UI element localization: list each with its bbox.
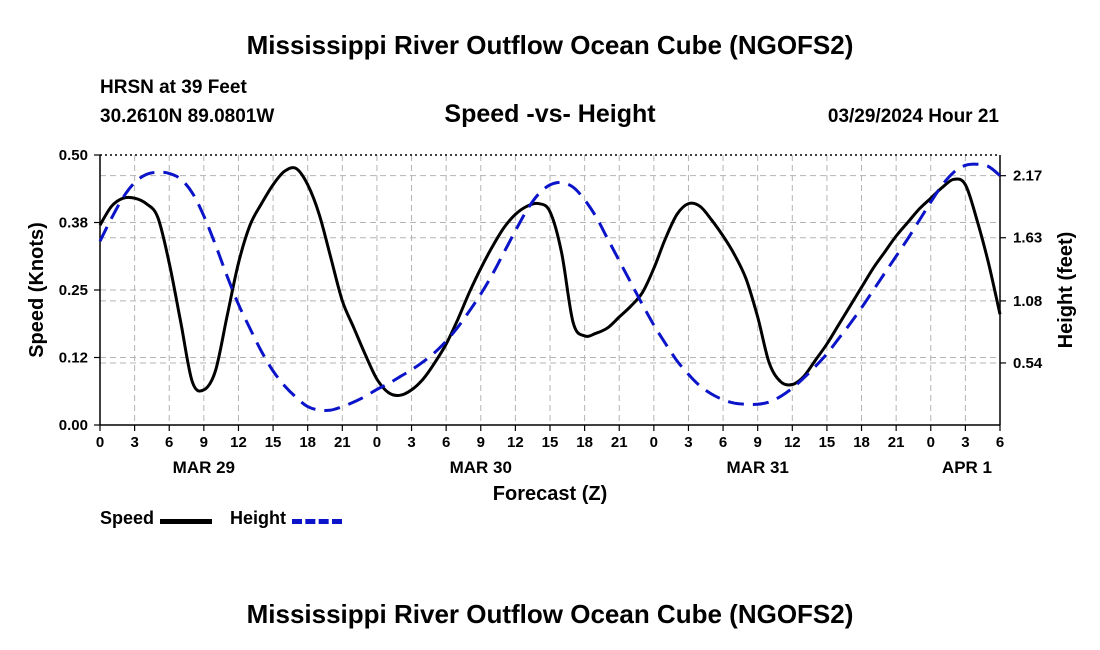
x-tick-label: 3: [130, 434, 138, 451]
x-tick-label: 6: [442, 434, 450, 451]
x-tick-label: 12: [230, 434, 247, 451]
chart-title-bottom: Mississippi River Outflow Ocean Cube (NG…: [246, 599, 854, 629]
x-tick-label: 21: [888, 434, 905, 451]
x-tick-label: 9: [477, 434, 485, 451]
x-tick-label: 21: [611, 434, 628, 451]
x-tick-label: 15: [542, 434, 559, 451]
date-label: MAR 29: [173, 458, 235, 477]
x-tick-label: 6: [719, 434, 727, 451]
y2-tick-label: 0.54: [1013, 355, 1043, 372]
x-tick-label: 0: [650, 434, 658, 451]
date-label: APR 1: [942, 458, 992, 477]
x-tick-label: 18: [576, 434, 593, 451]
y-tick-label: 0.00: [59, 417, 88, 434]
y-tick-label: 0.12: [59, 350, 88, 367]
x-tick-label: 0: [927, 434, 935, 451]
x-tick-label: 21: [334, 434, 351, 451]
y2-tick-label: 1.63: [1013, 230, 1042, 247]
y2-tick-label: 1.08: [1013, 293, 1042, 310]
date-label: MAR 31: [727, 458, 789, 477]
x-tick-label: 9: [200, 434, 208, 451]
x-tick-label: 9: [754, 434, 762, 451]
x-tick-label: 6: [996, 434, 1004, 451]
forecast-timestamp: 03/29/2024 Hour 21: [827, 106, 999, 127]
x-tick-label: 3: [407, 434, 415, 451]
station-name: HRSN at 39 Feet: [100, 77, 247, 98]
x-tick-label: 15: [265, 434, 282, 451]
x-tick-label: 12: [784, 434, 801, 451]
legend-speed-label: Speed: [100, 508, 155, 528]
x-axis-label: Forecast (Z): [493, 483, 607, 505]
station-coordinates: 30.2610N 89.0801W: [100, 106, 275, 127]
legend-height-label: Height: [230, 508, 286, 528]
x-tick-label: 6: [165, 434, 173, 451]
date-label: MAR 30: [450, 458, 512, 477]
chart-subtitle: Speed -vs- Height: [444, 100, 656, 128]
height-series-line: [98, 162, 1001, 412]
speed-series-line: [98, 166, 1002, 397]
x-tick-label: 18: [299, 434, 316, 451]
x-tick-label: 15: [819, 434, 836, 451]
y-tick-label: 0.50: [59, 147, 88, 164]
legend-speed-swatch: [160, 519, 212, 524]
legend-height-swatch: [292, 519, 342, 524]
x-tick-label: 12: [507, 434, 524, 451]
y-axis-label: Speed (Knots): [26, 222, 48, 358]
x-tick-label: 18: [853, 434, 870, 451]
y-tick-label: 0.38: [59, 215, 88, 232]
x-tick-label: 3: [961, 434, 969, 451]
y2-tick-label: 2.17: [1013, 168, 1042, 185]
chart-title-top: Mississippi River Outflow Ocean Cube (NG…: [246, 30, 854, 60]
y-tick-label: 0.25: [59, 282, 88, 299]
x-tick-label: 3: [684, 434, 692, 451]
x-tick-label: 0: [96, 434, 104, 451]
x-tick-label: 0: [373, 434, 381, 451]
y2-axis-label: Height (feet): [1055, 232, 1077, 349]
